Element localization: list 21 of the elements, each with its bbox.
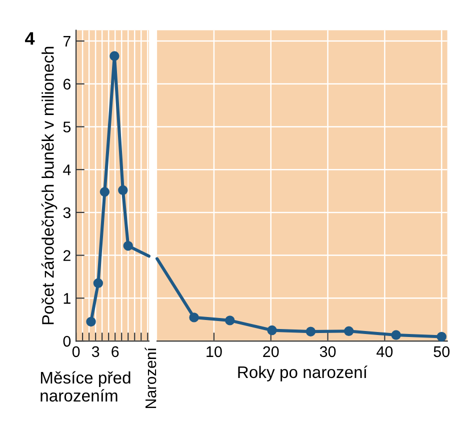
x-tick-label: 30 [320,346,336,358]
y-tick-label: 3 [63,207,71,218]
x-tick-label: 0 [72,346,80,358]
x-axis-title: Roky po narození [238,366,368,382]
x-tick-label: 3 [92,346,100,358]
x-tick-label: 20 [263,346,279,358]
y-tick-label: 0 [63,336,71,347]
x-tick-label: 40 [376,346,393,358]
x-tick-label: 50 [434,346,450,358]
y-tick-label: 2 [63,250,70,261]
text: Narození [144,347,156,408]
y-tick-label: 6 [63,78,71,90]
y-tick-label: 4 [63,164,71,176]
y-tick-label: 7 [63,36,70,47]
x-tick-label: 10 [206,346,222,358]
y-tick-label: 1 [64,293,70,304]
x-tick-label: 6 [112,346,119,358]
x-axis-title: Měsíce před narozením [40,371,130,402]
y-tick-label: 5 [63,122,71,132]
text: 4 [25,32,35,45]
y-axis-title: Počet zárodečných buněk v milionech [41,46,58,324]
